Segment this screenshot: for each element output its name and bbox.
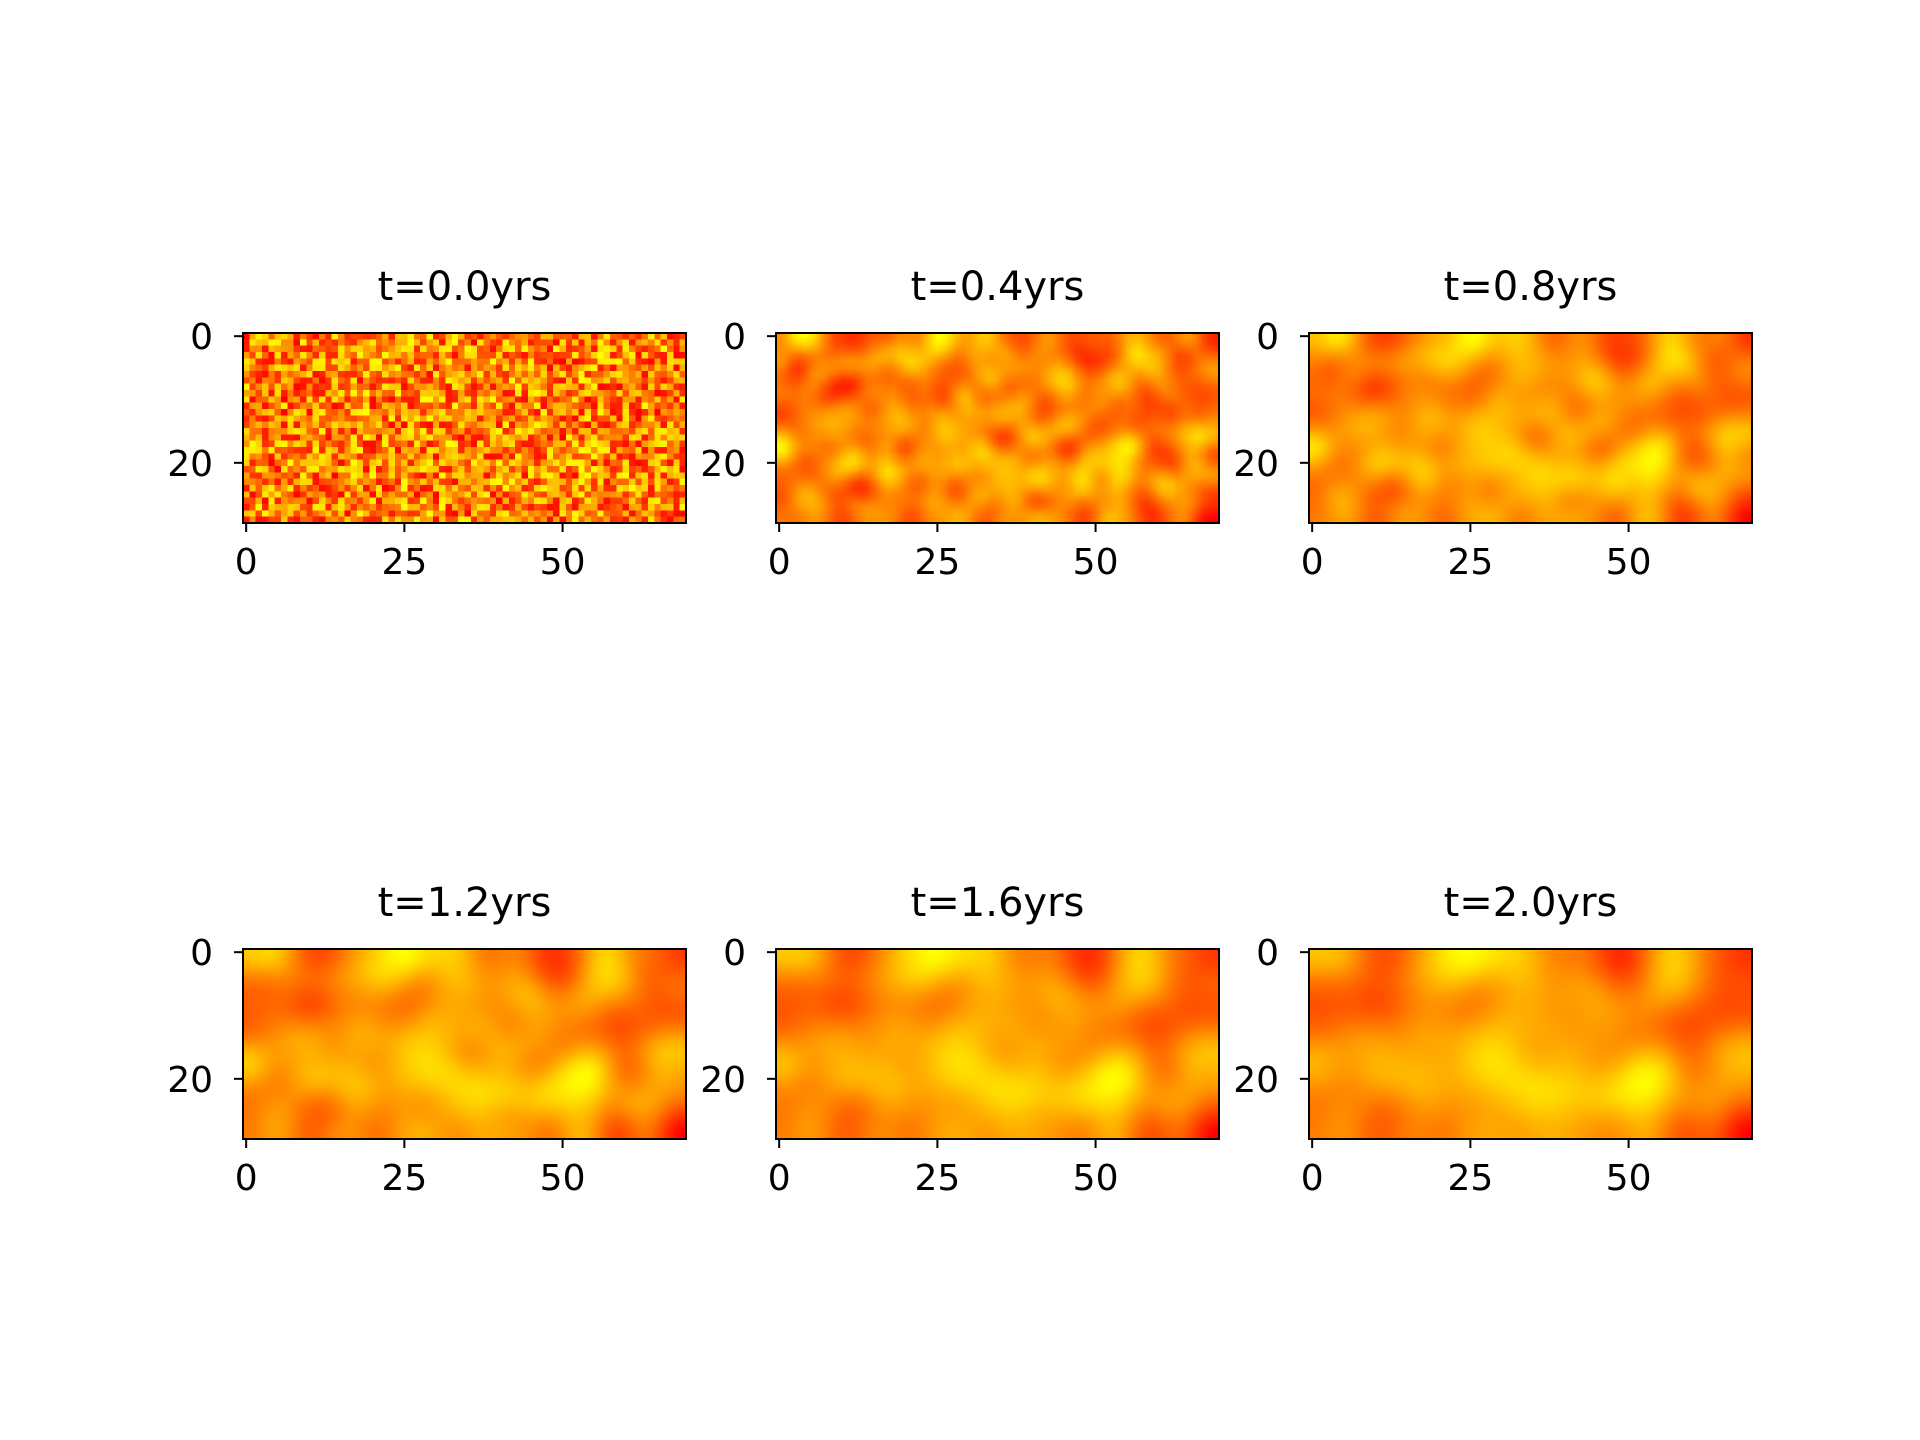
x-tick-label: 25: [914, 542, 960, 583]
axes-frame: [1308, 948, 1753, 1140]
subplot-0: t=0.0yrs 0 25 50 0 20: [167, 264, 687, 583]
y-axis-ticks: 0 20: [1233, 317, 1309, 485]
heatmap-image: [243, 949, 686, 1139]
subplot-title: t=0.0yrs: [378, 264, 552, 310]
x-tick-label: 25: [381, 542, 427, 583]
y-tick-label: 20: [167, 444, 213, 485]
x-tick-label: 0: [235, 1158, 258, 1199]
x-tick-label: 0: [235, 542, 258, 583]
x-tick-label: 50: [1606, 542, 1652, 583]
x-tick-label: 25: [1447, 1158, 1493, 1199]
subplot-5: t=2.0yrs 0 25 50 0 20: [1233, 880, 1753, 1199]
x-axis-ticks: 0 25 50: [1301, 1139, 1652, 1199]
axes-frame: [242, 332, 687, 524]
axes-frame: [242, 948, 687, 1140]
y-tick-label: 0: [723, 933, 746, 974]
x-axis-ticks: 0 25 50: [1301, 523, 1652, 583]
subplot-title: t=1.2yrs: [378, 880, 552, 926]
x-tick-label: 25: [381, 1158, 427, 1199]
subplot-title: t=0.8yrs: [1444, 264, 1618, 310]
y-axis-ticks: 0 20: [700, 933, 776, 1101]
subplot-title: t=1.6yrs: [911, 880, 1085, 926]
x-tick-label: 0: [1301, 1158, 1324, 1199]
subplot-title: t=2.0yrs: [1444, 880, 1618, 926]
x-tick-label: 50: [540, 542, 586, 583]
x-tick-label: 50: [1606, 1158, 1652, 1199]
subplot-3: t=1.2yrs 0 25 50 0 20: [167, 880, 687, 1199]
y-tick-label: 0: [1256, 317, 1279, 358]
x-tick-label: 25: [914, 1158, 960, 1199]
subplot-4: t=1.6yrs 0 25 50 0 20: [700, 880, 1220, 1199]
x-tick-label: 50: [1073, 542, 1119, 583]
subplot-title: t=0.4yrs: [911, 264, 1085, 310]
heatmap-image: [1309, 949, 1752, 1139]
y-tick-label: 20: [1233, 444, 1279, 485]
x-tick-label: 0: [1301, 542, 1324, 583]
x-axis-ticks: 0 25 50: [235, 1139, 586, 1199]
x-tick-label: 0: [768, 542, 791, 583]
heatmap-image: [1309, 333, 1752, 523]
y-axis-ticks: 0 20: [700, 317, 776, 485]
y-tick-label: 20: [700, 444, 746, 485]
y-axis-ticks: 0 20: [1233, 933, 1309, 1101]
heatmap-image: [776, 333, 1219, 523]
x-axis-ticks: 0 25 50: [235, 523, 586, 583]
y-tick-label: 0: [190, 933, 213, 974]
x-tick-label: 25: [1447, 542, 1493, 583]
subplot-1: t=0.4yrs 0 25 50 0 20: [700, 264, 1220, 583]
y-tick-label: 0: [723, 317, 746, 358]
x-tick-label: 0: [768, 1158, 791, 1199]
subplot-2: t=0.8yrs 0 25 50 0 20: [1233, 264, 1753, 583]
y-axis-ticks: 0 20: [167, 317, 243, 485]
x-axis-ticks: 0 25 50: [768, 523, 1119, 583]
heatmap-image: [243, 333, 686, 523]
x-axis-ticks: 0 25 50: [768, 1139, 1119, 1199]
y-tick-label: 20: [1233, 1060, 1279, 1101]
y-tick-label: 20: [167, 1060, 213, 1101]
y-tick-label: 0: [1256, 933, 1279, 974]
axes-frame: [1308, 332, 1753, 524]
axes-frame: [775, 948, 1220, 1140]
y-tick-label: 0: [190, 317, 213, 358]
heatmap-image: [776, 949, 1219, 1139]
y-axis-ticks: 0 20: [167, 933, 243, 1101]
axes-frame: [775, 332, 1220, 524]
y-tick-label: 20: [700, 1060, 746, 1101]
x-tick-label: 50: [1073, 1158, 1119, 1199]
x-tick-label: 50: [540, 1158, 586, 1199]
